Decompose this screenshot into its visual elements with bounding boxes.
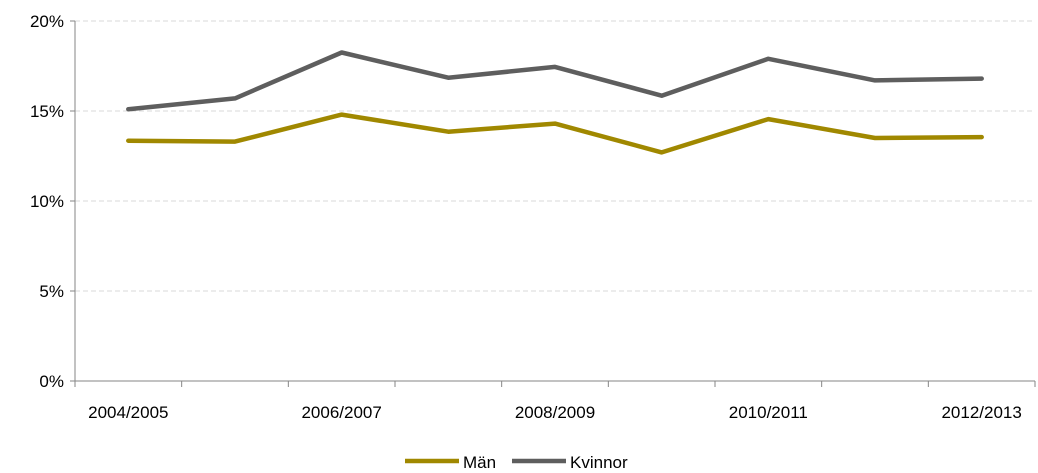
y-tick-label: 20% — [30, 12, 64, 31]
x-tick-label: 2004/2005 — [88, 403, 168, 422]
series-line-man — [126, 112, 984, 155]
y-axis-ticks: 0% 5% 10% 15% 20% — [30, 12, 75, 391]
gridlines — [75, 20, 1035, 292]
legend: Män Kvinnor — [405, 453, 628, 472]
x-axis-ticks: 2004/2005 2006/2007 2008/2009 2010/2011 2012… — [74, 381, 1036, 422]
legend-label: Män — [463, 453, 496, 472]
x-tick-label: 2012/2013 — [941, 403, 1021, 422]
x-tick-label: 2010/2011 — [729, 403, 808, 422]
y-tick-label: 15% — [30, 102, 64, 121]
y-tick-label: 5% — [39, 282, 64, 301]
y-tick-label: 0% — [39, 372, 64, 391]
x-tick-label: 2008/2009 — [515, 403, 595, 422]
series-line-kvinnor — [126, 50, 984, 112]
legend-label: Kvinnor — [570, 453, 628, 472]
x-tick-label: 2006/2007 — [301, 403, 381, 422]
y-tick-label: 10% — [30, 192, 64, 211]
series-lines — [126, 50, 984, 155]
